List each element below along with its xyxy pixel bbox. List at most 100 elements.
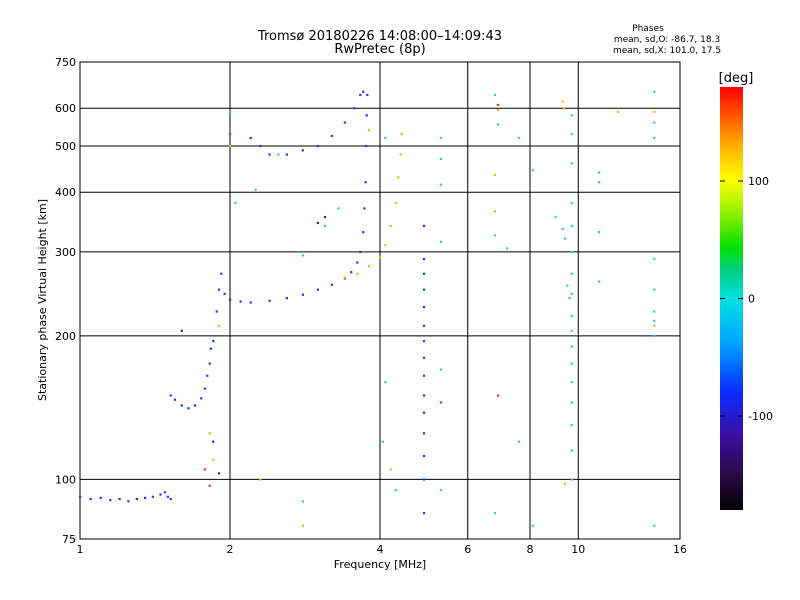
colorbar-gradient xyxy=(720,87,743,510)
x-ticks: 1 2 4 6 8 10 16 xyxy=(77,543,688,556)
data-point xyxy=(570,201,573,205)
data-point xyxy=(109,499,112,502)
data-point xyxy=(394,489,397,492)
data-point xyxy=(212,458,215,461)
data-point xyxy=(187,407,190,410)
data-point xyxy=(229,110,232,113)
data-point xyxy=(301,500,305,503)
data-point xyxy=(570,224,573,228)
data-point xyxy=(566,284,569,287)
data-point xyxy=(570,132,573,136)
data-point xyxy=(597,171,601,174)
data-point xyxy=(384,136,387,140)
data-point xyxy=(570,162,573,165)
data-point xyxy=(397,176,400,179)
data-point xyxy=(568,297,571,300)
data-point xyxy=(439,489,443,492)
data-point xyxy=(363,207,366,210)
data-point xyxy=(399,153,402,156)
data-point xyxy=(223,292,226,295)
data-point xyxy=(517,440,521,443)
stats-line-o: mean, sd,O: -86.7, 18.3 xyxy=(614,35,720,45)
data-point xyxy=(229,132,232,136)
data-point xyxy=(384,244,387,247)
data-point xyxy=(653,324,656,327)
data-point xyxy=(254,188,257,191)
data-point xyxy=(422,305,426,309)
data-point xyxy=(394,201,397,205)
data-point xyxy=(209,347,212,350)
data-point xyxy=(203,468,206,471)
data-point xyxy=(422,257,426,261)
data-point xyxy=(356,261,359,264)
data-point xyxy=(180,404,183,407)
data-point xyxy=(439,240,443,243)
data-point xyxy=(316,288,319,291)
x-tick-label: 1 xyxy=(77,543,84,556)
data-point xyxy=(169,394,172,397)
data-point xyxy=(212,340,215,343)
data-point xyxy=(169,497,172,501)
data-point xyxy=(531,169,534,172)
y-tick-label: 75 xyxy=(62,533,76,546)
data-point xyxy=(561,100,564,103)
colorbar-ticks: 100 0 -100 xyxy=(720,175,773,423)
x-tick-label: 10 xyxy=(571,543,585,556)
data-point xyxy=(493,93,497,97)
data-point xyxy=(381,440,384,443)
data-point xyxy=(217,288,221,291)
data-point xyxy=(653,319,656,323)
data-point xyxy=(353,107,356,110)
data-point xyxy=(570,292,573,295)
data-point xyxy=(422,411,426,414)
colorbar: [deg] 100 0 -100 xyxy=(719,71,773,510)
data-point xyxy=(570,250,573,254)
data-point xyxy=(653,110,656,113)
data-point xyxy=(151,495,155,498)
data-point xyxy=(422,432,426,435)
data-point xyxy=(653,121,656,124)
y-tick-label: 100 xyxy=(55,473,76,486)
x-tick-label: 4 xyxy=(377,543,384,556)
data-point xyxy=(422,340,426,343)
data-point xyxy=(362,90,365,93)
data-point xyxy=(337,207,340,210)
data-point xyxy=(653,136,656,140)
data-point xyxy=(389,468,392,471)
data-point xyxy=(496,108,500,112)
data-point xyxy=(193,404,197,407)
data-point xyxy=(554,215,557,219)
stats-heading: Phases xyxy=(632,24,664,34)
data-point xyxy=(493,234,497,237)
y-axis-label: Stationary phase Virtual Height [km] xyxy=(36,199,49,401)
data-point xyxy=(570,449,573,452)
data-point xyxy=(570,424,573,427)
data-point xyxy=(362,231,365,234)
data-point xyxy=(653,90,656,93)
data-point xyxy=(356,272,359,275)
data-point xyxy=(364,181,367,184)
data-point xyxy=(422,394,426,397)
data-point xyxy=(570,401,573,404)
data-point xyxy=(400,132,403,136)
data-point xyxy=(268,299,271,302)
data-point xyxy=(316,221,319,225)
data-point xyxy=(367,265,371,268)
y-tick-label: 500 xyxy=(55,140,76,153)
data-point xyxy=(239,300,242,303)
colorbar-tick-label: -100 xyxy=(748,410,773,423)
data-point xyxy=(229,144,232,148)
data-point xyxy=(570,478,573,481)
data-point xyxy=(597,280,601,283)
data-point xyxy=(367,129,371,132)
data-point xyxy=(439,401,443,404)
data-point xyxy=(220,272,223,275)
data-point xyxy=(422,272,426,275)
data-point xyxy=(173,398,177,401)
data-point xyxy=(597,181,601,184)
data-point xyxy=(359,93,362,97)
x-tick-label: 8 xyxy=(527,543,534,556)
data-point xyxy=(135,497,138,501)
data-point xyxy=(570,272,573,275)
data-point xyxy=(323,215,327,219)
